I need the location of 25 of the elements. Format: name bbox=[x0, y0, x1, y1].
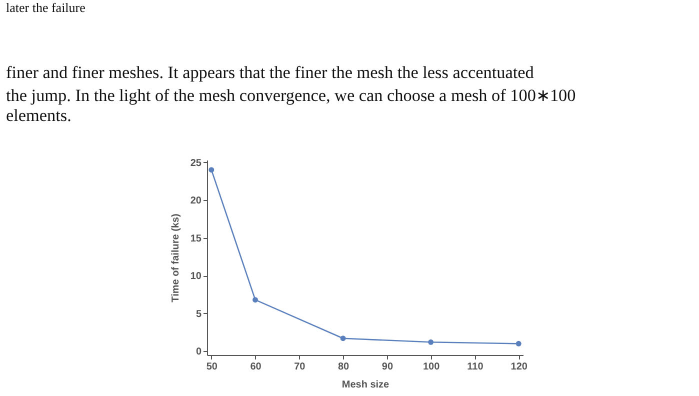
text: finer and finer meshes. It appears that the finer the mesh the less accentuated bbox=[6, 63, 534, 83]
y-tick-label: 25 bbox=[190, 158, 202, 169]
x-tick-label: 80 bbox=[338, 362, 350, 372]
y-axis-title: Time of failure (ks) bbox=[170, 214, 182, 302]
y-tick-label: 5 bbox=[196, 308, 202, 320]
x-tick-label: 50 bbox=[206, 362, 218, 372]
y-tick-label: 10 bbox=[190, 271, 202, 282]
text: later the failure bbox=[6, 0, 86, 16]
x-tick-label: 110 bbox=[467, 362, 484, 372]
point bbox=[340, 336, 346, 342]
x-tick-label: 90 bbox=[382, 362, 394, 372]
x-tick-label: 60 bbox=[250, 362, 262, 372]
x-tick-label: 100 bbox=[422, 362, 440, 372]
text: the jump. In the light of the mesh convergence, we can choose a mesh of 100∗100 bbox=[6, 85, 576, 106]
x-tick-label: 120 bbox=[510, 362, 528, 372]
point bbox=[428, 339, 434, 345]
x-tick-label: 70 bbox=[294, 362, 306, 372]
y-tick-label: 20 bbox=[190, 196, 202, 207]
x-axis-title: Mesh size bbox=[342, 380, 390, 390]
text: elements. bbox=[6, 106, 72, 126]
point bbox=[516, 340, 522, 346]
y-tick-label: 15 bbox=[190, 233, 202, 244]
point bbox=[252, 297, 258, 303]
y-tick-label: 0 bbox=[196, 346, 202, 358]
point bbox=[208, 167, 214, 173]
